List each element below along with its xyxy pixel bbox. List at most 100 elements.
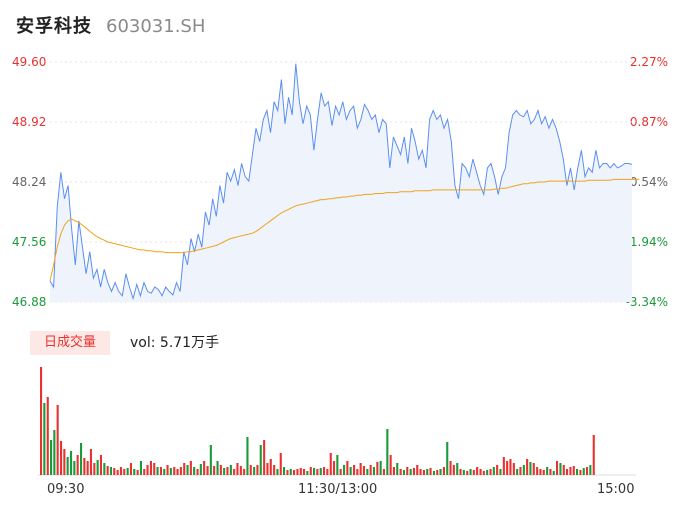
volume-bar (389, 455, 392, 475)
volume-bar (119, 467, 122, 475)
volume-bar (73, 461, 76, 475)
time-label-start: 09:30 (47, 482, 85, 497)
volume-bar (143, 469, 146, 475)
volume-bar (552, 471, 555, 475)
volume-bar (516, 469, 519, 475)
volume-bar (482, 471, 485, 475)
volume-bar (233, 469, 236, 475)
volume-bar (382, 469, 385, 475)
time-label-mid: 11:30/13:00 (298, 482, 378, 497)
volume-bar (46, 397, 49, 475)
volume-bar (223, 468, 226, 475)
volume-bar (213, 466, 216, 475)
volume-bar (159, 467, 162, 475)
volume-bar (402, 470, 405, 475)
volume-bar (472, 470, 475, 475)
volume-bar (176, 469, 179, 475)
volume-bar (522, 465, 525, 475)
volume-bar (60, 441, 63, 475)
stock-name: 安孚科技 (16, 16, 92, 37)
volume-bar (56, 405, 59, 475)
volume-bar (446, 442, 449, 475)
volume-bar (126, 468, 129, 475)
volume-summary: vol: 5.71万手 (130, 335, 220, 351)
volume-bar (396, 463, 399, 475)
volume-bar (163, 469, 166, 475)
volume-bar (436, 470, 439, 475)
volume-bar (103, 463, 106, 475)
volume-bar (579, 470, 582, 475)
volume-bar (356, 469, 359, 475)
volume-bar (279, 453, 282, 475)
price-tick-label: 48.24 (12, 175, 47, 189)
volume-bar (256, 465, 259, 475)
volume-bar (353, 465, 356, 475)
volume-bar (293, 470, 296, 475)
volume-bar (326, 469, 329, 475)
volume-bar (546, 467, 549, 475)
volume-bar (569, 467, 572, 475)
volume-bar (149, 461, 152, 475)
volume-bar (129, 463, 132, 475)
volume-bar (469, 469, 472, 475)
volume-bar (346, 461, 349, 475)
volume-bar (286, 470, 289, 475)
volume-bar (259, 445, 262, 475)
volume-bar (76, 455, 79, 475)
volume-bar (576, 469, 579, 475)
price-tick-label: 47.56 (12, 235, 47, 249)
volume-bar (113, 468, 116, 475)
volume-bar (566, 469, 569, 475)
time-label-end: 15:00 (597, 482, 635, 497)
volume-bar (166, 465, 169, 475)
volume-bar (93, 463, 96, 475)
volume-bar (116, 470, 119, 475)
volume-bar (209, 445, 212, 475)
volume-bar (426, 469, 429, 475)
volume-bar (193, 467, 196, 475)
volume-bar (432, 471, 435, 475)
volume-bar (83, 458, 86, 475)
volume-bar (362, 466, 365, 475)
volume-bar (359, 463, 362, 475)
volume-bar (239, 466, 242, 475)
volume-bar (336, 455, 339, 475)
volume-bar (133, 469, 136, 475)
volume-bar (206, 466, 209, 475)
volume-bar (496, 465, 499, 475)
volume-bar (452, 465, 455, 475)
volume-bar (376, 462, 379, 475)
price-area-fill (50, 63, 632, 302)
volume-bar (409, 469, 412, 475)
volume-bar (372, 467, 375, 475)
volume-bar (70, 451, 73, 475)
volume-bar (173, 467, 176, 475)
price-chart-area (49, 61, 640, 303)
volume-bar (153, 463, 156, 475)
volume-bar (216, 461, 219, 475)
volume-bar (542, 470, 545, 475)
volume-chart-area (38, 367, 636, 476)
volume-bar (526, 459, 529, 475)
volume-bar (276, 469, 279, 475)
volume-bar (306, 471, 309, 475)
stock-header: 安孚科技 603031.SH (16, 12, 205, 40)
volume-bar (562, 465, 565, 475)
volume-bar (86, 461, 89, 475)
volume-bar (422, 470, 425, 475)
volume-bar (136, 470, 139, 475)
volume-bar (313, 468, 316, 475)
price-tick-label: 46.88 (12, 295, 47, 309)
volume-bar (296, 469, 299, 475)
volume-bar (266, 463, 269, 475)
volume-bar (253, 467, 256, 475)
volume-badge[interactable]: 日成交量 (30, 331, 110, 355)
volume-bar (476, 467, 479, 475)
volume-bar (462, 470, 465, 475)
volume-bar (479, 469, 482, 475)
volume-bar (226, 467, 229, 475)
volume-bar (586, 467, 589, 475)
volume-bar (399, 469, 402, 475)
volume-bar (289, 469, 292, 475)
volume-bar (319, 468, 322, 475)
